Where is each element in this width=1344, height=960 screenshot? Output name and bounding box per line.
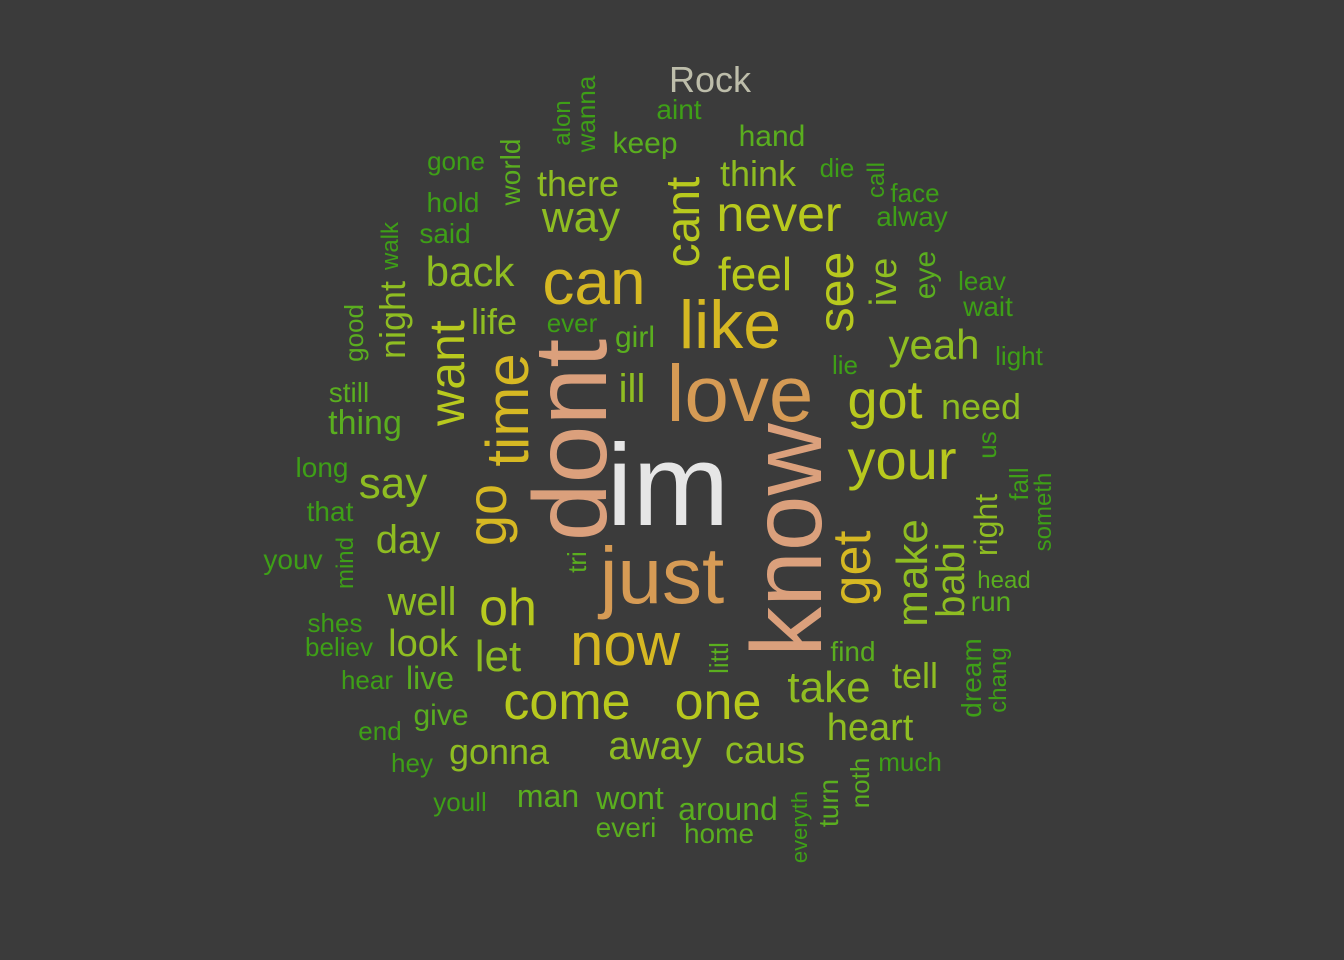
word-someth: someth (1030, 472, 1057, 552)
word-live: live (405, 660, 455, 696)
word-tell: tell (891, 655, 939, 696)
word-well: well (387, 580, 457, 624)
word-give: give (413, 699, 469, 732)
word-chang: chang (985, 647, 1012, 713)
word-way: way (541, 193, 621, 242)
word-wanna: wanna (571, 75, 601, 153)
word-say: say (358, 459, 428, 508)
word-wont: wont (596, 780, 664, 816)
word-thing: thing (328, 404, 402, 442)
word-go: go (455, 483, 518, 547)
word-that: that (306, 496, 354, 527)
word-alway: alway (876, 201, 948, 232)
word-believ: believ (305, 632, 373, 662)
word-right: right (968, 493, 1004, 557)
word-turn: turn (813, 778, 844, 828)
word-hear: hear (340, 665, 394, 695)
word-caus: caus (724, 730, 806, 772)
word-man: man (516, 778, 580, 814)
word-heart: heart (826, 707, 914, 749)
word-hey: hey (391, 748, 433, 778)
word-gone: gone (427, 146, 485, 176)
word-want: want (419, 320, 475, 426)
word-good: good (339, 304, 369, 362)
word-littl: littl (704, 642, 734, 674)
word-come: come (503, 673, 631, 731)
word-day: day (375, 518, 441, 562)
word-wait: wait (963, 291, 1013, 322)
word-much: much (878, 747, 942, 777)
word-walk: walk (377, 221, 404, 271)
word-lie: lie (831, 350, 859, 380)
word-love: love (666, 349, 814, 438)
word-gonna: gonna (448, 731, 550, 772)
word-leav: leav (958, 266, 1006, 296)
word-yeah: yeah (888, 321, 980, 368)
word-youll: youll (433, 787, 487, 817)
word-us: us (972, 431, 1002, 459)
word-back: back (425, 248, 515, 295)
word-one: one (674, 673, 762, 731)
word-feel: feel (717, 248, 793, 300)
word-life: life (470, 301, 518, 342)
word-there: there (536, 163, 620, 204)
word-got: got (847, 370, 923, 430)
word-find: find (830, 636, 876, 667)
word-ill: ill (618, 367, 646, 411)
word-home: home (683, 818, 755, 849)
word-hand: hand (738, 120, 806, 153)
word-still: still (328, 377, 370, 408)
chart-title: Rock (668, 59, 752, 100)
word-never: never (716, 186, 842, 242)
word-mind: mind (332, 536, 359, 590)
word-girl: girl (614, 321, 656, 354)
word-end: end (358, 716, 402, 746)
word-around: around (678, 791, 778, 827)
word-think: think (719, 153, 797, 194)
word-oh: oh (479, 579, 537, 637)
word-babi: babi (929, 542, 973, 618)
word-face: face (890, 178, 940, 208)
word-your: your (847, 428, 957, 491)
word-get: get (822, 530, 882, 606)
word-head: head (977, 567, 1031, 594)
word-eye: eye (909, 250, 942, 300)
word-night: night (372, 280, 413, 360)
word-now: now (569, 611, 681, 678)
word-see: see (808, 251, 864, 333)
word-fall: fall (1004, 467, 1034, 501)
word-need: need (940, 386, 1022, 427)
word-away: away (608, 724, 702, 768)
word-light: light (995, 341, 1043, 371)
word-like: like (678, 287, 782, 363)
word-world: world (495, 138, 526, 206)
word-said: said (419, 218, 471, 249)
word-time: time (474, 353, 541, 467)
word-hold: hold (426, 187, 480, 218)
word-dream: dream (956, 638, 987, 718)
word-ever: ever (546, 308, 598, 338)
word-ive: ive (863, 257, 905, 307)
word-everi: everi (595, 812, 657, 843)
word-die: die (819, 153, 855, 183)
word-can: can (542, 246, 646, 318)
word-noth: noth (845, 757, 875, 809)
word-look: look (388, 623, 458, 665)
word-im: im (606, 420, 730, 550)
word-just: just (599, 531, 725, 620)
word-let: let (474, 632, 522, 681)
word-keep: keep (612, 127, 678, 160)
word-youv: youv (263, 544, 323, 575)
word-run: run (970, 586, 1012, 617)
word-shes: shes (307, 608, 363, 638)
word-everyth: everyth (787, 790, 812, 864)
word-take: take (787, 663, 871, 712)
word-call: call (863, 161, 890, 199)
word-tri: tri (562, 551, 592, 573)
word-cant: cant (657, 176, 710, 268)
word-aint: aint (656, 94, 702, 125)
word-long: long (295, 452, 349, 483)
